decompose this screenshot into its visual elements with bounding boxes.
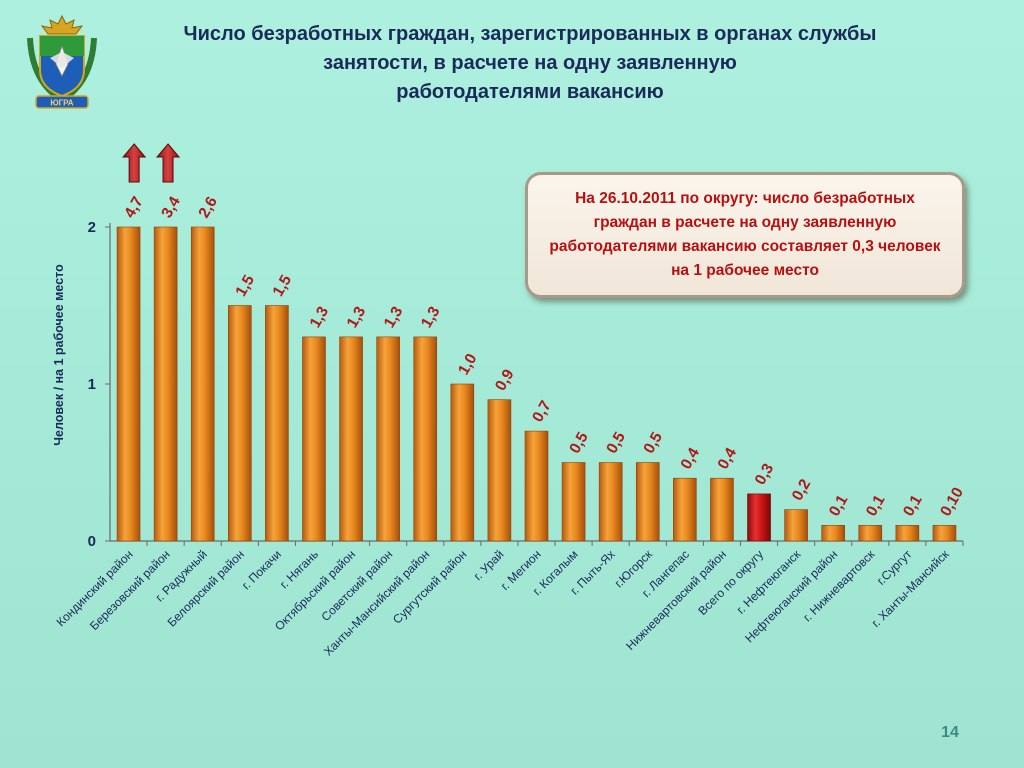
bar [598, 462, 623, 542]
title-line-3: работодателями вакансию [396, 81, 664, 103]
value-label: 0,1 [900, 492, 926, 519]
value-label: 0,5 [603, 429, 629, 456]
y-tick-label: 2 [88, 219, 96, 236]
value-label: 1,5 [270, 272, 296, 299]
bar [487, 399, 512, 542]
category-label: Всего по округу [695, 547, 766, 618]
bar [153, 226, 178, 542]
bar [413, 336, 438, 542]
y-tick-label: 0 [88, 533, 96, 550]
bar [524, 430, 549, 542]
value-label: 2,6 [195, 194, 221, 221]
value-label: 0,4 [678, 445, 704, 472]
value-label: 0,1 [826, 492, 852, 519]
info-callout-text: На 26.10.2011 по округу: число безработн… [549, 190, 941, 279]
value-label: 1,0 [455, 351, 481, 378]
bar [858, 524, 883, 542]
bar [376, 336, 400, 542]
value-label: 0,5 [566, 429, 592, 456]
category-label: г. Урай [471, 547, 507, 583]
value-label: 0,9 [492, 366, 518, 393]
value-label: 0,7 [529, 398, 555, 425]
value-label: 1,3 [307, 303, 333, 330]
page-title: Число безработных граждан, зарегистриров… [130, 20, 930, 107]
chart-bars [116, 226, 957, 542]
category-label: г. Покачи [239, 547, 284, 592]
value-label: 0,5 [641, 429, 667, 456]
bar [710, 477, 734, 542]
bar [673, 477, 697, 542]
title-line-2: занятости, в расчете на одну заявленную [323, 52, 737, 74]
bar [561, 462, 586, 542]
category-label: г. Нефтеюганск [734, 547, 804, 617]
value-label: 1,5 [233, 272, 259, 299]
value-label: 0,10 [937, 485, 967, 520]
bar [265, 305, 289, 542]
bar [190, 226, 215, 542]
bar [821, 524, 845, 542]
bar [116, 226, 141, 542]
value-label: 1,3 [381, 303, 407, 330]
info-callout: На 26.10.2011 по округу: число безработн… [525, 172, 965, 298]
bar [635, 462, 660, 542]
value-label: 1,3 [418, 303, 444, 330]
bar [302, 336, 326, 542]
value-label: 4,7 [121, 194, 147, 221]
value-label: 0,2 [789, 476, 815, 503]
bar [228, 305, 252, 542]
bar [747, 493, 771, 542]
up-arrow-icon [155, 143, 181, 183]
value-label: 0,4 [715, 445, 741, 472]
value-label: 0,3 [752, 460, 778, 487]
coat-of-arms-icon: ЮГРА [27, 14, 97, 109]
value-label: 1,3 [344, 303, 370, 330]
svg-text:ЮГРА: ЮГРА [50, 99, 73, 108]
title-line-1: Число безработных граждан, зарегистриров… [183, 23, 877, 45]
bar [932, 524, 957, 542]
bar [450, 383, 475, 542]
bar [339, 336, 363, 542]
up-arrow-icon [122, 143, 147, 183]
value-label: 3,4 [158, 194, 184, 221]
value-label: 0,1 [863, 492, 889, 519]
y-tick-label: 1 [88, 376, 96, 393]
bar [895, 524, 920, 542]
page-number: 14 [941, 724, 959, 741]
bar [784, 509, 808, 542]
